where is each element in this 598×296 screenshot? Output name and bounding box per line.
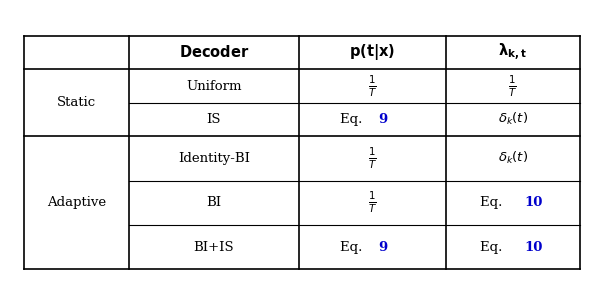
Text: 9: 9 (379, 113, 388, 126)
Text: BI+IS: BI+IS (194, 241, 234, 254)
Text: $\mathbf{p(t|x)}$: $\mathbf{p(t|x)}$ (349, 42, 395, 62)
Text: 9: 9 (379, 241, 388, 254)
Text: $\frac{1}{T}$: $\frac{1}{T}$ (368, 73, 377, 99)
Text: IS: IS (206, 113, 221, 126)
Text: Eq.: Eq. (340, 241, 366, 254)
Text: Static: Static (57, 96, 96, 109)
Text: $\frac{1}{T}$: $\frac{1}{T}$ (368, 190, 377, 215)
Text: Eq.: Eq. (340, 113, 366, 126)
Text: $\frac{1}{T}$: $\frac{1}{T}$ (368, 146, 377, 171)
Text: Uniform: Uniform (186, 80, 242, 93)
Text: 10: 10 (525, 241, 543, 254)
Text: BI: BI (206, 196, 221, 209)
Text: Adaptive: Adaptive (47, 196, 106, 209)
Text: $\boldsymbol{\lambda}_{\mathbf{k,t}}$: $\boldsymbol{\lambda}_{\mathbf{k,t}}$ (498, 42, 527, 63)
Text: $\delta_k(t)$: $\delta_k(t)$ (498, 150, 528, 166)
Text: 10: 10 (525, 196, 543, 209)
Text: $\delta_k(t)$: $\delta_k(t)$ (498, 111, 528, 128)
Text: Eq.: Eq. (480, 196, 507, 209)
Text: Identity-BI: Identity-BI (178, 152, 250, 165)
Text: $\frac{1}{T}$: $\frac{1}{T}$ (508, 73, 517, 99)
Text: Eq.: Eq. (480, 241, 507, 254)
Text: $\mathbf{Decoder}$: $\mathbf{Decoder}$ (179, 44, 249, 60)
